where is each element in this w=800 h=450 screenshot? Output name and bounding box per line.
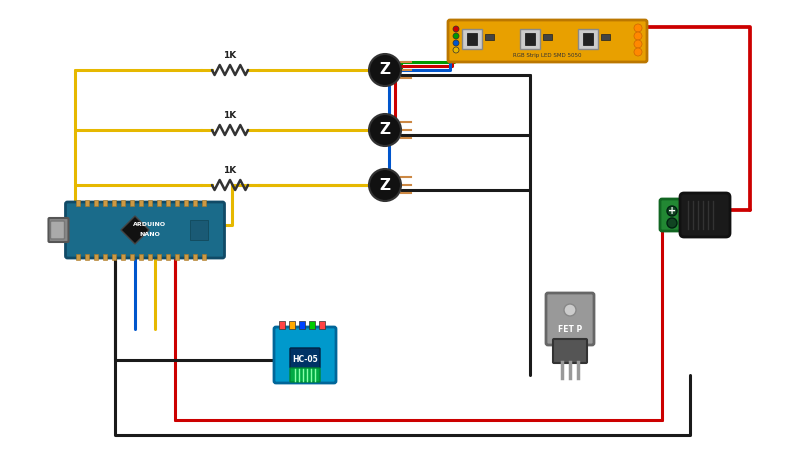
Bar [578,29,598,49]
Circle shape [453,33,459,39]
Bar [279,321,285,329]
Text: RGB Strip LED SMD 5050: RGB Strip LED SMD 5050 [514,53,582,58]
Text: HC-05: HC-05 [292,355,318,364]
Bar [75,254,79,260]
Bar [309,321,315,329]
Text: 1K: 1K [223,111,237,120]
Circle shape [369,114,401,146]
Text: NANO: NANO [139,231,161,237]
Bar [601,34,610,40]
Bar [462,29,482,49]
Circle shape [634,32,642,40]
Circle shape [369,54,401,86]
Text: Z: Z [379,63,390,77]
Text: ARDUINO: ARDUINO [134,221,166,226]
Bar [183,200,187,206]
Bar [166,200,170,206]
Bar [94,254,98,260]
Bar [485,34,494,40]
Circle shape [564,304,576,316]
Bar [121,200,125,206]
Bar [138,200,142,206]
Bar [102,200,106,206]
Bar [193,254,197,260]
FancyBboxPatch shape [546,293,594,345]
FancyBboxPatch shape [680,193,730,237]
Bar [157,254,161,260]
Bar [299,321,305,329]
Circle shape [453,47,459,53]
FancyBboxPatch shape [290,348,320,368]
Polygon shape [121,216,149,244]
Circle shape [369,169,401,201]
Bar [157,200,161,206]
Bar [319,321,325,329]
Bar [520,29,540,49]
Bar [174,254,178,260]
Bar [543,34,552,40]
Bar [111,254,115,260]
Bar [121,254,125,260]
Text: 1K: 1K [223,51,237,60]
Circle shape [667,206,677,216]
Bar [138,254,142,260]
Bar [130,200,134,206]
FancyBboxPatch shape [660,199,686,231]
Bar [190,220,208,240]
Bar [130,254,134,260]
Bar [85,254,89,260]
Text: 1K: 1K [223,166,237,175]
Bar [183,254,187,260]
Bar [583,33,593,45]
Bar [289,321,295,329]
Bar [94,200,98,206]
Bar [202,254,206,260]
Bar [193,200,197,206]
FancyBboxPatch shape [50,221,65,239]
Text: FET P: FET P [558,325,582,334]
FancyBboxPatch shape [448,20,647,62]
FancyBboxPatch shape [290,368,320,382]
Circle shape [634,24,642,32]
Bar [102,254,106,260]
FancyBboxPatch shape [553,339,587,363]
Text: Z: Z [379,177,390,193]
Bar [467,33,477,45]
FancyBboxPatch shape [274,327,336,383]
Bar [174,200,178,206]
Circle shape [667,218,677,228]
Bar [166,254,170,260]
FancyBboxPatch shape [66,202,225,258]
Circle shape [634,48,642,56]
FancyBboxPatch shape [49,218,69,242]
Bar [525,33,535,45]
Text: +: + [668,206,676,216]
Bar [202,200,206,206]
Circle shape [453,40,459,46]
Bar [75,200,79,206]
Bar [147,254,151,260]
Text: Z: Z [379,122,390,138]
Bar [111,200,115,206]
Circle shape [634,40,642,48]
Bar [147,200,151,206]
Circle shape [453,26,459,32]
Bar [85,200,89,206]
